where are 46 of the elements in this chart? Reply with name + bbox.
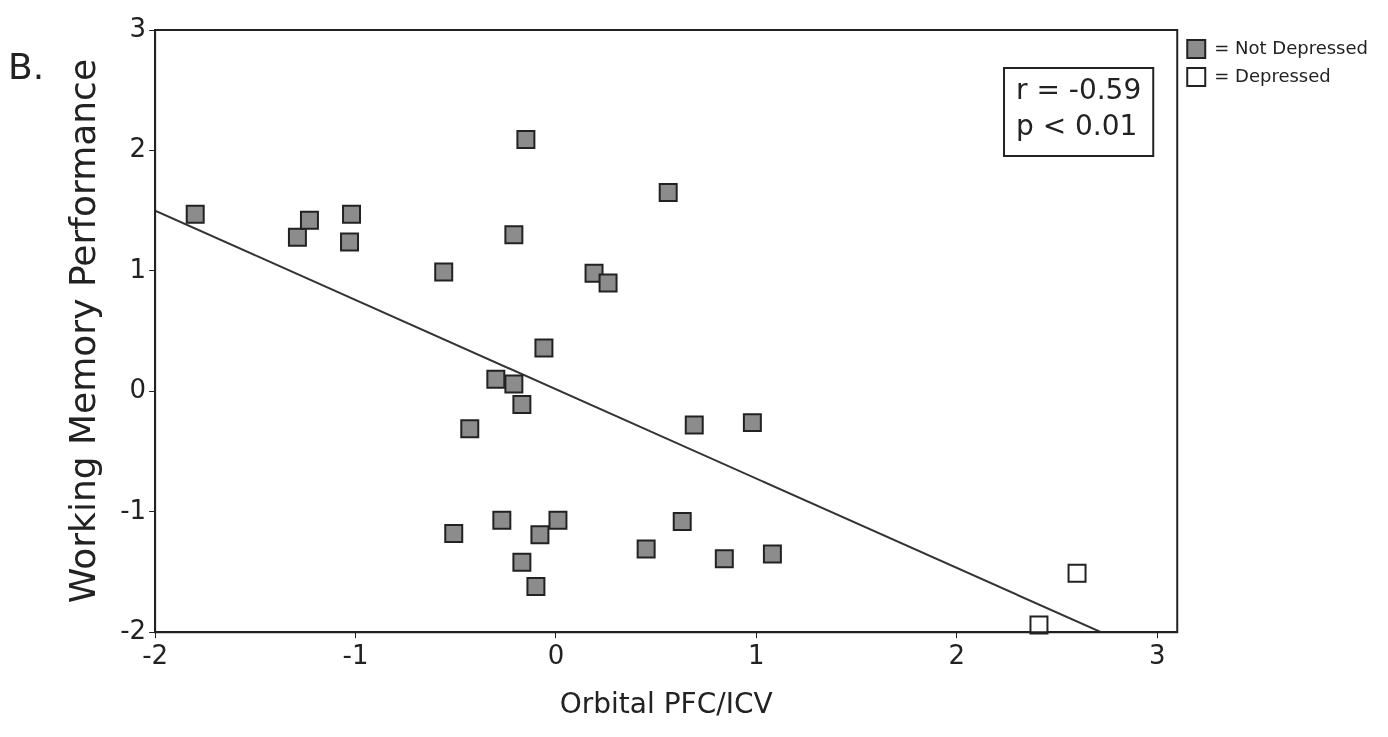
y-tick-label: 3 bbox=[129, 12, 147, 43]
point bbox=[340, 232, 360, 252]
point bbox=[1067, 563, 1087, 583]
x-tick-label: 3 bbox=[1148, 639, 1166, 670]
point bbox=[598, 273, 618, 293]
point bbox=[504, 225, 524, 245]
y-tick-label: 2 bbox=[129, 133, 147, 164]
point bbox=[534, 338, 554, 358]
x-tick-label: 2 bbox=[948, 639, 966, 670]
point bbox=[185, 204, 205, 224]
point bbox=[516, 130, 536, 150]
x-tick-label: 0 bbox=[547, 639, 565, 670]
x-axis-title: Orbital PFC/ICV bbox=[559, 687, 773, 721]
point bbox=[684, 415, 704, 435]
point bbox=[548, 510, 568, 530]
legend-label: = Not Depressed bbox=[1214, 36, 1369, 58]
x-tick-label: -1 bbox=[342, 639, 369, 670]
point bbox=[742, 413, 762, 433]
point bbox=[530, 525, 550, 545]
annotation: r = -0.59 p < 0.01 bbox=[1016, 73, 1142, 143]
point bbox=[526, 576, 546, 596]
y-axis-title: Working Memory Performance bbox=[61, 58, 103, 604]
point bbox=[299, 210, 319, 230]
y-tick-label: 0 bbox=[129, 374, 147, 405]
point bbox=[1029, 615, 1049, 635]
point bbox=[658, 183, 678, 203]
x-tick-label: 1 bbox=[748, 639, 765, 670]
text: B. bbox=[8, 46, 45, 88]
point bbox=[444, 523, 464, 543]
point bbox=[636, 539, 656, 559]
y-tick-label: -1 bbox=[120, 494, 147, 525]
point bbox=[512, 395, 532, 415]
legend-label: = Depressed bbox=[1214, 64, 1331, 86]
point bbox=[504, 374, 524, 394]
point bbox=[672, 511, 692, 531]
y-tick-label: 1 bbox=[129, 253, 147, 284]
point bbox=[762, 544, 782, 564]
point bbox=[434, 262, 454, 282]
point bbox=[492, 510, 512, 530]
point bbox=[512, 552, 532, 572]
y-tick-label: -2 bbox=[120, 614, 147, 645]
point bbox=[342, 204, 362, 224]
point bbox=[287, 227, 307, 247]
point bbox=[714, 549, 734, 569]
point bbox=[486, 369, 506, 389]
point bbox=[460, 419, 480, 439]
